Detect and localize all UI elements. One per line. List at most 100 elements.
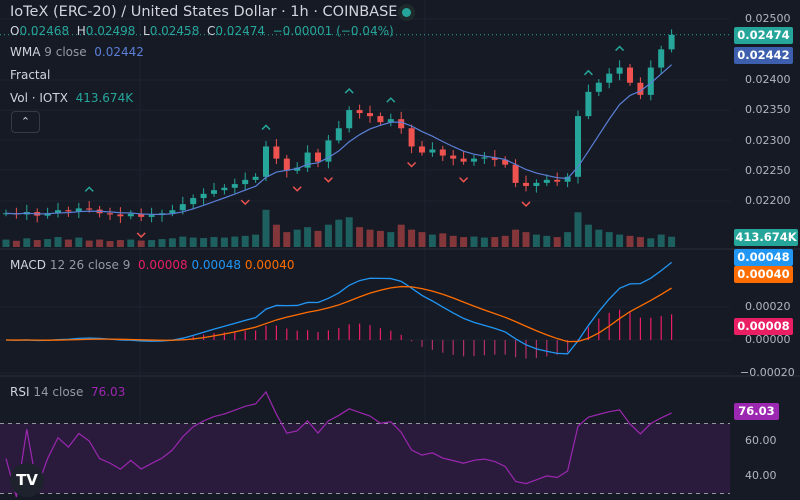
- fractal-down-icon: [459, 177, 469, 183]
- fractal-down-icon: [292, 186, 302, 192]
- macd-tag: 0.00048: [734, 249, 793, 266]
- candle: [179, 204, 186, 211]
- candle: [419, 146, 425, 153]
- macd-tick: 0.00020: [745, 300, 791, 313]
- wma-legend[interactable]: WMA 9 close 0.02442: [10, 45, 144, 59]
- candle: [387, 119, 394, 123]
- volume-bar: [345, 217, 353, 247]
- candle: [325, 140, 332, 162]
- candle: [668, 34, 675, 50]
- candle: [367, 113, 373, 117]
- rsi-tick: 60.00: [745, 434, 777, 447]
- volume-bar: [543, 235, 551, 247]
- volume-legend[interactable]: Vol · IOTX 413.674K: [10, 91, 134, 105]
- volume-bar: [304, 227, 312, 247]
- candle: [273, 146, 280, 159]
- candle: [398, 119, 405, 129]
- rsi-tag: 76.03: [734, 403, 779, 420]
- candle: [543, 179, 550, 183]
- macd-legend[interactable]: MACD 12 26 close 9 0.00008 0.00048 0.000…: [10, 258, 295, 272]
- rsi-band: [0, 423, 730, 494]
- volume-bar: [179, 236, 187, 247]
- volume-bar: [148, 240, 156, 247]
- candle: [221, 187, 228, 191]
- signal-line: [5, 285, 672, 343]
- macd-tick: −0.00020: [740, 366, 795, 379]
- fractal-up-icon: [386, 97, 396, 103]
- volume-bar: [512, 229, 520, 247]
- volume-bar: [210, 237, 218, 247]
- candle: [86, 208, 93, 210]
- volume-bar: [564, 232, 572, 247]
- volume-bar: [2, 239, 10, 247]
- volume-bar: [241, 235, 249, 247]
- signal-tag: 0.00040: [734, 266, 793, 283]
- price-tag: 0.02474: [734, 27, 793, 44]
- fractal-up-icon: [344, 87, 354, 94]
- candle: [211, 190, 217, 194]
- tradingview-logo[interactable]: TV: [10, 463, 44, 497]
- volume-bar: [626, 235, 634, 247]
- candle: [533, 182, 540, 186]
- price-tick: 0.02500: [745, 12, 791, 25]
- rsi-line: [5, 390, 672, 498]
- rsi-legend[interactable]: RSI 14 close 76.03: [10, 385, 126, 399]
- volume-bar: [480, 237, 488, 247]
- candle: [55, 210, 61, 214]
- fractal-legend[interactable]: Fractal: [10, 68, 51, 82]
- price-tick: 0.02400: [745, 73, 791, 86]
- volume-bar: [116, 240, 124, 247]
- collapse-legend-button[interactable]: ⌃: [11, 111, 40, 133]
- volume-bar: [324, 224, 332, 247]
- volume-bar: [127, 239, 135, 247]
- volume-bar: [605, 232, 613, 247]
- candle: [523, 182, 529, 186]
- volume-bar: [418, 232, 426, 247]
- candle: [377, 116, 384, 123]
- candle: [595, 82, 602, 92]
- histogram-tag: 0.00008: [734, 318, 793, 335]
- volume-bar: [387, 232, 395, 247]
- volume-bar: [64, 239, 72, 247]
- candle: [512, 164, 519, 183]
- volume-bar: [293, 229, 301, 247]
- candle: [481, 157, 488, 159]
- macd-tick: 0.00000: [745, 333, 791, 346]
- open-value: 0.02468: [19, 24, 70, 38]
- price-tick: 0.02350: [745, 103, 791, 116]
- fractal-down-icon: [521, 201, 531, 207]
- candle: [356, 110, 363, 114]
- symbol-title[interactable]: IoTeX (ERC-20) / United States Dollar · …: [10, 4, 398, 20]
- volume-bar: [501, 235, 509, 247]
- fractal-down-icon: [407, 161, 417, 168]
- volume-bar: [491, 237, 499, 247]
- candle: [502, 159, 509, 165]
- candle: [190, 198, 197, 205]
- volume-bar: [428, 234, 436, 247]
- fractal-up-icon: [615, 45, 625, 52]
- volume-bar: [449, 235, 457, 247]
- candle: [304, 152, 311, 168]
- volume-bar: [96, 239, 104, 247]
- close-value: 0.02474: [215, 24, 265, 38]
- candle: [294, 167, 301, 171]
- volume-tag: 413.674K: [734, 229, 798, 246]
- volume-bar: [553, 237, 561, 247]
- rsi-tick: 40.00: [745, 469, 777, 482]
- volume-bar: [335, 219, 343, 247]
- market-status-icon: [402, 8, 411, 17]
- candle: [575, 116, 581, 177]
- volume-bar: [33, 240, 41, 247]
- candle: [65, 210, 72, 212]
- volume-bar: [75, 237, 83, 247]
- volume-bar: [12, 240, 20, 247]
- candle: [315, 152, 321, 162]
- candle: [585, 91, 592, 117]
- volume-bar: [356, 227, 364, 247]
- candle: [616, 67, 623, 74]
- volume-bar: [283, 232, 291, 247]
- volume-bar: [54, 237, 62, 247]
- candle: [627, 67, 633, 83]
- volume-bar: [137, 240, 145, 247]
